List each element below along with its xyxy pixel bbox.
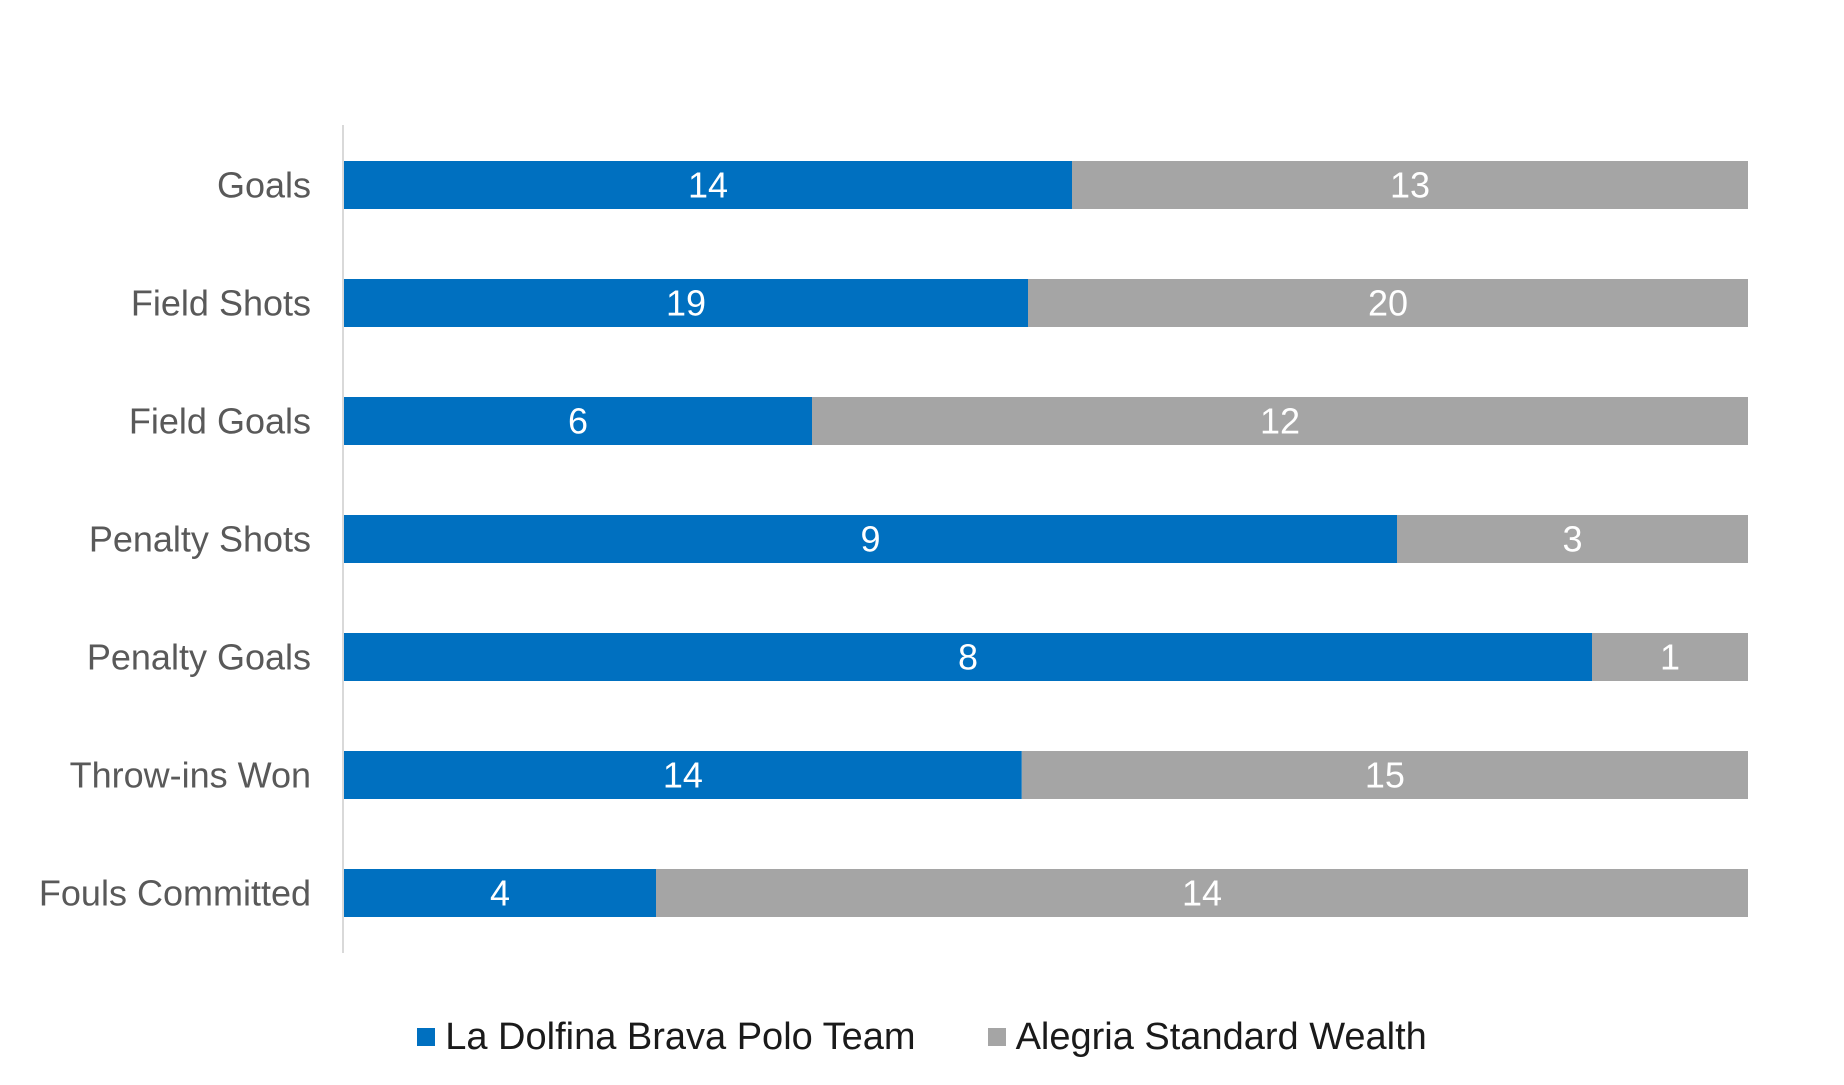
bar-penalty-goals-series-1	[1592, 633, 1748, 681]
bar-throw-ins-won-series-0	[344, 751, 1022, 799]
bar-field-shots-series-1	[1028, 279, 1748, 327]
data-label-penalty-shots-series-0: 9	[860, 519, 880, 560]
bar-penalty-shots-series-1	[1397, 515, 1748, 563]
legend-swatch-series-1	[987, 1028, 1006, 1046]
data-label-fouls-committed-series-0: 4	[490, 873, 510, 914]
legend: La Dolfina Brava Polo Team Alegria Stand…	[0, 1010, 1844, 1064]
bars-layer	[344, 161, 1748, 917]
bar-fouls-committed-series-1	[656, 869, 1748, 917]
bar-field-goals-series-1	[812, 397, 1748, 445]
category-label-goals: Goals	[217, 165, 311, 206]
bar-throw-ins-won-series-1	[1021, 751, 1748, 799]
legend-label-series-1: Alegria Standard Wealth	[1015, 1015, 1427, 1058]
data-label-field-shots-series-1: 20	[1368, 283, 1408, 324]
category-label-throw-ins-won: Throw-ins Won	[70, 755, 311, 796]
legend-label-series-0: La Dolfina Brava Polo Team	[445, 1015, 916, 1058]
bar-fouls-committed-series-0	[344, 869, 656, 917]
category-label-field-shots: Field Shots	[131, 283, 311, 324]
bar-field-goals-series-0	[344, 397, 812, 445]
legend-swatch-series-0	[417, 1028, 436, 1046]
data-label-field-shots-series-0: 19	[666, 283, 706, 324]
bar-goals-series-1	[1072, 161, 1748, 209]
bar-penalty-shots-series-0	[344, 515, 1397, 563]
category-label-fouls-committed: Fouls Committed	[39, 873, 311, 914]
data-label-penalty-goals-series-0: 8	[958, 637, 978, 678]
data-label-goals-series-1: 13	[1390, 165, 1430, 206]
data-label-penalty-goals-series-1: 1	[1660, 637, 1680, 678]
category-label-penalty-goals: Penalty Goals	[87, 637, 311, 678]
bar-penalty-goals-series-0	[344, 633, 1592, 681]
data-label-throw-ins-won-series-1: 15	[1365, 755, 1405, 796]
data-label-field-goals-series-0: 6	[568, 401, 588, 442]
data-label-goals-series-0: 14	[688, 165, 728, 206]
category-label-penalty-shots: Penalty Shots	[89, 519, 311, 560]
data-label-fouls-committed-series-1: 14	[1182, 873, 1222, 914]
legend-item-series-1: Alegria Standard Wealth	[987, 1015, 1427, 1059]
data-label-throw-ins-won-series-0: 14	[663, 755, 703, 796]
legend-item-series-0: La Dolfina Brava Polo Team	[417, 1015, 916, 1059]
bar-goals-series-0	[344, 161, 1072, 209]
bar-field-shots-series-0	[344, 279, 1028, 327]
data-label-penalty-shots-series-1: 3	[1562, 519, 1582, 560]
data-label-field-goals-series-1: 12	[1260, 401, 1300, 442]
category-label-field-goals: Field Goals	[129, 401, 311, 442]
